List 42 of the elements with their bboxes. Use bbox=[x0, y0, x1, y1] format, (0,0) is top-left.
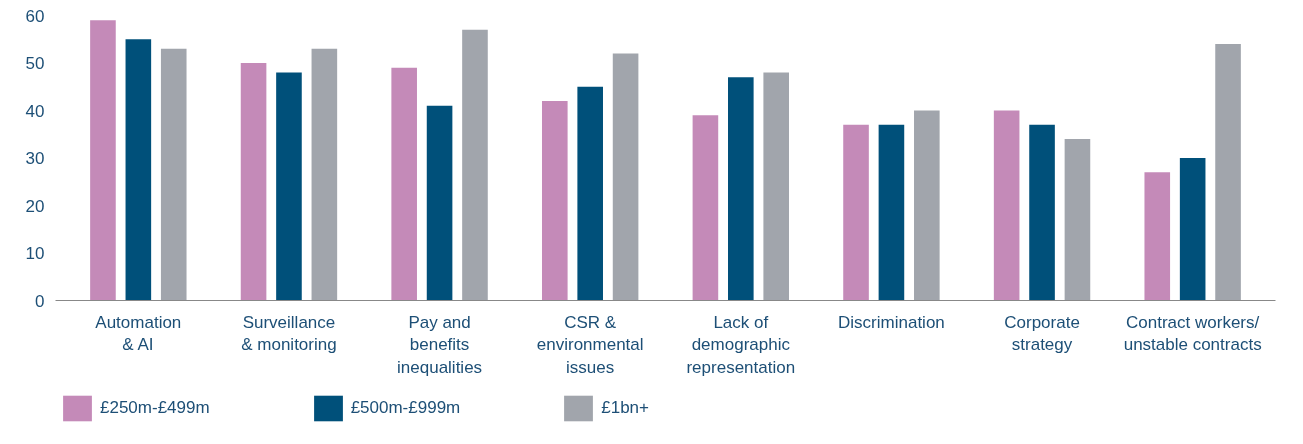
legend-label: £500m-£999m bbox=[350, 397, 461, 418]
bar bbox=[993, 110, 1020, 301]
x-tick-label: Pay and benefits inequalities bbox=[397, 312, 483, 378]
bar bbox=[426, 105, 453, 301]
y-tick-label: 30 bbox=[25, 149, 45, 168]
bar bbox=[843, 124, 869, 301]
bar bbox=[1144, 172, 1171, 301]
x-tick-label: Automation & AI bbox=[95, 312, 182, 355]
x-tick-label: Discrimination bbox=[838, 312, 945, 332]
y-tick-label: 50 bbox=[25, 54, 45, 73]
bar bbox=[728, 77, 754, 301]
bar bbox=[311, 48, 338, 301]
x-tick-label: Surveillance & monitoring bbox=[241, 312, 337, 355]
y-tick-label: 10 bbox=[25, 244, 45, 263]
bar bbox=[391, 67, 417, 301]
x-tick-label: Lack of demographic representation bbox=[686, 312, 796, 378]
bar bbox=[125, 39, 152, 301]
bar bbox=[878, 124, 905, 301]
x-tick-label: CSR & environmental issues bbox=[536, 312, 644, 378]
bar bbox=[541, 101, 568, 301]
bar bbox=[1179, 158, 1206, 301]
bar bbox=[914, 110, 940, 301]
bar bbox=[1029, 124, 1055, 301]
x-tick-label: Corporate strategy bbox=[1004, 312, 1080, 355]
bar bbox=[1215, 44, 1241, 301]
bar bbox=[1064, 139, 1091, 301]
bar bbox=[90, 20, 116, 301]
y-tick-label: 20 bbox=[25, 196, 45, 216]
legend-label: £1bn+ bbox=[601, 397, 649, 418]
bar bbox=[763, 72, 790, 301]
bar bbox=[276, 72, 302, 301]
y-tick-label: 60 bbox=[25, 6, 45, 26]
bar bbox=[462, 29, 488, 301]
legend-label: £250m-£499m bbox=[100, 397, 210, 418]
bar bbox=[240, 63, 267, 301]
y-tick-label: 0 bbox=[35, 291, 45, 311]
bar bbox=[577, 86, 603, 301]
bar bbox=[160, 48, 187, 301]
x-tick-label: Contract workers/ unstable contracts bbox=[1123, 312, 1262, 355]
bar bbox=[612, 53, 639, 301]
y-tick-label: 40 bbox=[25, 101, 45, 121]
bar bbox=[692, 115, 719, 301]
